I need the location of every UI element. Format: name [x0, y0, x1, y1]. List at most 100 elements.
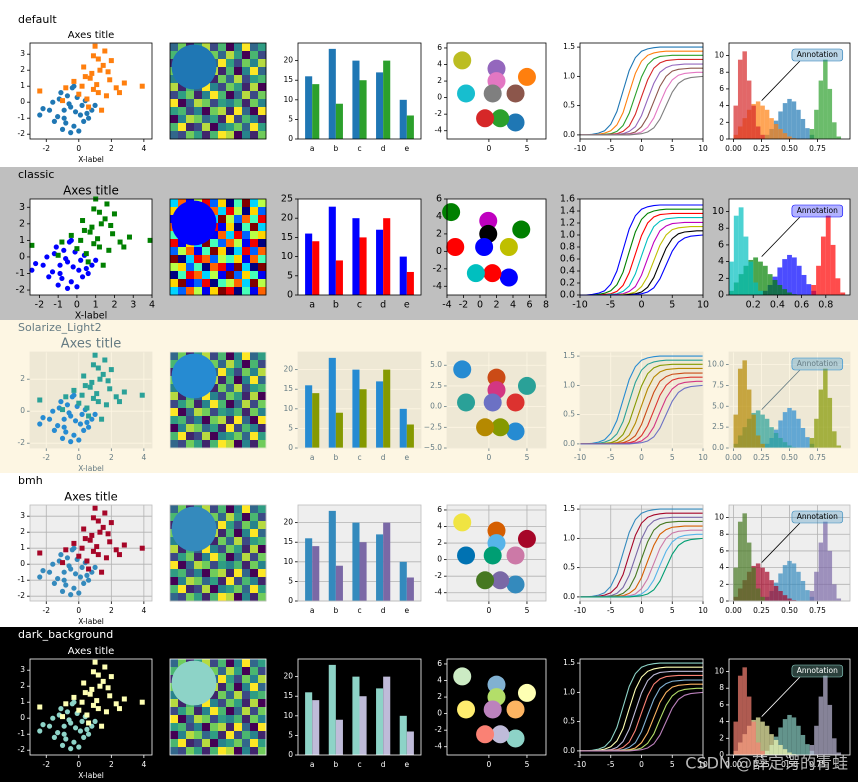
image-cell	[170, 545, 179, 554]
image-cell	[226, 400, 235, 409]
image-cell	[226, 247, 235, 256]
scatter-point	[37, 112, 43, 118]
image-cell	[226, 199, 235, 208]
image-cell	[194, 416, 203, 425]
image-cell	[186, 747, 195, 756]
histogram-bar	[773, 432, 779, 448]
y-tick-label: 4	[437, 676, 442, 685]
y-tick-label: 10	[714, 51, 724, 60]
image-cell	[202, 247, 211, 256]
x-tick-label: a	[310, 760, 315, 769]
image-cell	[186, 99, 195, 108]
image-cell	[242, 368, 251, 377]
image-cell	[178, 255, 187, 264]
bar	[312, 393, 320, 448]
histogram-bar	[742, 667, 747, 755]
image-cell	[218, 691, 227, 700]
scatter-point	[71, 699, 77, 705]
y-tick-label: 6	[437, 505, 442, 514]
image-cell	[226, 83, 235, 92]
circle-patch	[475, 238, 494, 256]
histogram-bar	[836, 136, 842, 139]
image-cell	[226, 424, 235, 433]
scatter-point	[58, 706, 64, 712]
image-cell	[202, 739, 211, 748]
image-cell	[170, 513, 179, 522]
x-tick-label: 10	[698, 453, 708, 462]
scatter-point	[116, 706, 122, 712]
image-cell	[250, 416, 259, 425]
image-cell	[194, 715, 203, 724]
scatter-point	[46, 723, 53, 729]
histogram-bar	[823, 675, 828, 755]
axes-frame	[728, 351, 851, 449]
x-tick-label: 0	[639, 760, 644, 769]
scatter-point	[92, 505, 98, 511]
scatter-point	[57, 270, 63, 277]
image-cell	[194, 115, 203, 124]
image-cell	[202, 123, 211, 132]
x-tick-label: 0	[76, 760, 81, 769]
scatter-point	[82, 690, 88, 696]
image-cell	[258, 115, 267, 124]
y-tick-label: 6	[436, 194, 442, 205]
bar	[406, 271, 414, 295]
scatter-point	[79, 699, 85, 705]
histogram-bar	[791, 717, 797, 755]
image-cell	[194, 585, 203, 594]
x-tick-label: c	[357, 606, 361, 615]
image-cell	[170, 199, 179, 208]
image-cell	[218, 263, 227, 272]
circle-patch	[491, 571, 510, 590]
image-cell	[258, 432, 267, 441]
image-cell	[186, 115, 195, 124]
bar	[383, 522, 391, 601]
histogram-bar	[791, 754, 797, 755]
image-cell	[250, 215, 259, 224]
image-cell	[234, 505, 243, 514]
image-cell	[234, 392, 243, 401]
image-frame	[169, 658, 267, 756]
scatter-point	[68, 237, 74, 243]
image-cell	[242, 561, 251, 570]
circle-patch	[476, 725, 495, 744]
image-cell	[242, 384, 251, 393]
y-tick-label: 0	[437, 709, 442, 718]
x-tick-label: 10	[698, 144, 708, 153]
x-tick-label: b	[333, 144, 338, 153]
image-cell	[250, 659, 259, 668]
image-cell	[226, 239, 235, 248]
x-tick-label: 0	[76, 606, 81, 615]
y-tick-label: -2	[16, 285, 25, 296]
image-cell	[226, 593, 235, 602]
image-cell	[250, 707, 259, 716]
scatter-point	[90, 702, 96, 708]
scatter-point	[63, 120, 69, 126]
scatter-point	[90, 548, 96, 554]
image-cell	[210, 731, 219, 740]
image-cell	[258, 723, 267, 732]
image-cell	[250, 545, 259, 554]
scatter-point	[104, 201, 110, 207]
scatter-point	[72, 571, 79, 577]
histogram-bar	[809, 744, 815, 755]
x-tick-label: 2	[109, 144, 114, 153]
image-cell	[194, 263, 203, 272]
image-cell	[186, 91, 195, 100]
scatter-point	[57, 262, 63, 268]
image-cell	[202, 561, 211, 570]
scatter-point	[100, 524, 106, 530]
image-cell	[234, 131, 243, 140]
image-cell	[178, 432, 187, 441]
scatter-point	[81, 734, 87, 741]
image-cell	[258, 739, 267, 748]
scatter-point	[37, 574, 43, 580]
histogram-bar	[764, 725, 770, 755]
y-tick-label: -4	[433, 281, 442, 292]
image-cell	[202, 279, 211, 288]
image-cell	[226, 739, 235, 748]
image-cell	[242, 707, 251, 716]
image-cell	[178, 287, 187, 296]
image-cell	[226, 368, 235, 377]
histogram-bar	[748, 261, 754, 295]
